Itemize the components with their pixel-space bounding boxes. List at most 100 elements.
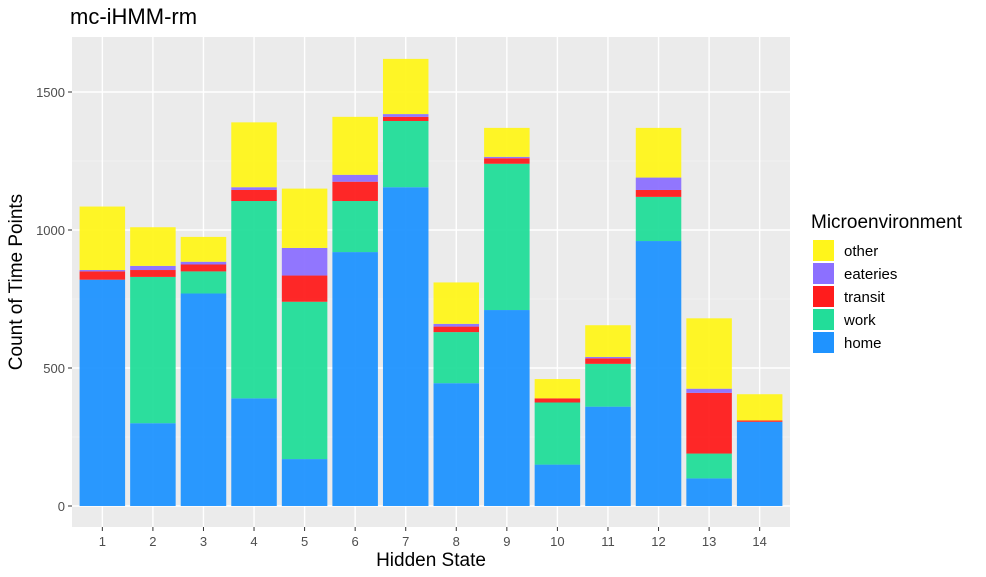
legend-items: other eateries transit work home [813,240,897,353]
bar-transit-1 [79,271,126,280]
x-tick-label: 11 [601,534,615,549]
bar-transit-14 [736,420,783,422]
bar-work-11 [585,363,631,407]
bar-eateries-5 [281,247,328,276]
chart-title: mc-iHMM-rm [70,4,197,29]
bar-work-3 [180,271,227,294]
legend-label-eateries: eateries [844,266,897,283]
bar-work-5 [281,301,328,460]
bar-home-1 [79,279,126,506]
bars [79,58,783,507]
x-axis-ticks: 1 2 3 4 5 6 7 8 9 10 11 12 13 14 [99,527,767,549]
legend: Microenvironment other eateries transit wor… [811,212,963,353]
bar-eateries-7 [382,114,429,117]
x-tick-label: 6 [352,534,359,549]
bar-home-14 [736,421,783,506]
bar-work-9 [484,163,530,311]
legend-swatch-other [813,240,834,261]
bar-eateries-13 [686,388,732,393]
x-tick-label: 4 [250,534,257,549]
bar-eateries-12 [635,177,682,190]
x-tick-label: 14 [752,534,766,549]
bar-other-13 [686,318,732,389]
bar-other-7 [382,58,429,115]
bar-transit-5 [281,275,328,302]
bar-home-10 [534,464,581,506]
x-tick-label: 1 [99,534,106,549]
bar-work-6 [332,201,378,253]
y-axis-ticks: 0 500 1000 1500 [36,85,72,514]
bar-work-8 [433,332,480,384]
legend-title: Microenvironment [811,212,963,233]
bar-home-13 [686,478,732,506]
y-axis-title: Count of Time Points [6,194,27,370]
x-tick-label: 2 [149,534,156,549]
bar-home-3 [180,293,227,506]
bar-work-4 [231,201,277,399]
bar-transit-12 [635,189,682,197]
bar-eateries-11 [585,356,631,359]
bar-eateries-8 [433,323,480,327]
bar-transit-11 [585,358,631,364]
bar-transit-8 [433,326,480,333]
bar-home-8 [433,383,480,506]
legend-swatch-transit [813,286,834,307]
bar-other-2 [130,227,176,266]
bar-eateries-9 [484,156,530,159]
bar-other-9 [484,127,530,157]
bar-work-13 [686,453,732,479]
bar-other-5 [281,188,328,248]
legend-swatch-home [813,332,834,353]
bar-home-7 [382,187,429,506]
bar-eateries-2 [130,265,176,271]
bar-work-7 [382,120,429,188]
legend-swatch-work [813,309,834,330]
bar-home-6 [332,252,378,506]
x-tick-label: 8 [453,534,460,549]
legend-label-other: other [844,243,878,260]
bar-transit-4 [231,189,277,202]
bar-eateries-4 [231,187,277,190]
bar-eateries-6 [332,174,378,182]
x-tick-label: 7 [402,534,409,549]
bar-eateries-1 [79,270,126,272]
x-tick-label: 10 [550,534,564,549]
legend-label-home: home [844,335,882,352]
bar-transit-13 [686,392,732,454]
legend-swatch-eateries [813,263,834,284]
y-tick-label: 1500 [36,85,65,100]
bar-home-11 [585,406,631,506]
bar-other-10 [534,379,581,399]
bar-transit-3 [180,264,227,272]
bar-other-14 [736,394,783,421]
bar-other-3 [180,236,227,262]
bar-transit-9 [484,158,530,164]
bar-eateries-3 [180,261,227,265]
legend-label-work: work [843,312,876,329]
bar-other-1 [79,206,126,271]
y-tick-label: 0 [58,499,65,514]
bar-transit-2 [130,270,176,277]
bar-transit-6 [332,181,378,202]
bar-work-12 [635,196,682,242]
x-axis-title: Hidden State [376,550,486,571]
bar-transit-10 [534,398,581,403]
bar-home-2 [130,423,176,506]
bar-home-5 [281,459,328,506]
bar-work-2 [130,276,176,424]
y-tick-label: 1000 [36,223,65,238]
bar-work-10 [534,402,581,465]
bar-home-4 [231,398,277,506]
x-tick-label: 12 [651,534,665,549]
y-tick-label: 500 [43,361,65,376]
bar-other-8 [433,282,480,324]
bar-other-12 [635,127,682,178]
bar-home-9 [484,310,530,506]
bar-home-12 [635,241,682,507]
plot-panel [72,37,790,527]
legend-label-transit: transit [844,289,886,306]
bar-other-4 [231,122,277,188]
x-tick-label: 3 [200,534,207,549]
bar-transit-7 [382,116,429,121]
